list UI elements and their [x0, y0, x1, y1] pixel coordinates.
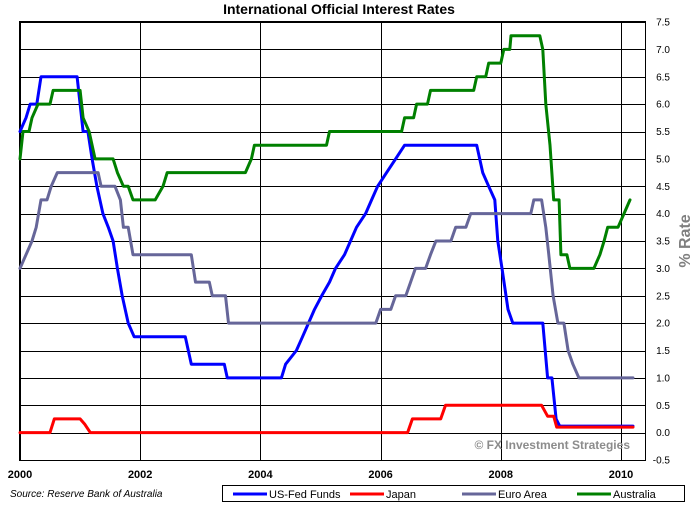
- y-tick-label: 2.0: [656, 319, 670, 330]
- series-line-us-fed-funds: [18, 75, 635, 428]
- x-tick-label: 2000: [8, 469, 32, 481]
- x-tick-label: 2008: [489, 469, 513, 481]
- legend-label: Euro Area: [498, 489, 548, 501]
- x-tick-labels: 2000 2002 2004 2006 2008 2010: [8, 469, 633, 481]
- chart-title: International Official Interest Rates: [223, 1, 455, 17]
- legend-label: US-Fed Funds: [269, 489, 341, 501]
- y-tick-labels: -0.5 0.0 0.5 1.0 1.5 2.0 2.5 3.0 3.5 4.0 4.5 5.0 5.5…: [653, 18, 671, 467]
- series-line-australia: [18, 34, 632, 270]
- legend-label: Australia: [613, 489, 657, 501]
- y-tick-label: 5.5: [656, 127, 670, 138]
- y-tick-label: 1.5: [656, 346, 670, 357]
- y-tick-label: -0.5: [653, 456, 671, 467]
- y-tick-label: 0.0: [656, 428, 670, 439]
- y-tick-label: 1.0: [656, 373, 670, 384]
- x-tick-label: 2002: [128, 469, 152, 481]
- x-tick-label: 2010: [609, 469, 633, 481]
- legend-label: Japan: [386, 489, 416, 501]
- x-tick-label: 2004: [248, 469, 273, 481]
- series-lines: [18, 34, 635, 435]
- y-tick-label: 6.5: [656, 72, 670, 83]
- y-tick-label: 3.5: [656, 237, 670, 248]
- y-tick-label: 6.0: [656, 100, 670, 111]
- plot-frame: [19, 21, 646, 461]
- y-tick-label: 7.5: [656, 18, 670, 29]
- y-tick-label: 4.5: [656, 182, 670, 193]
- y-tick-label: 3.0: [656, 264, 670, 275]
- y-tick-label: 5.0: [656, 154, 670, 165]
- y-tick-label: 2.5: [656, 291, 670, 302]
- legend-items: US-Fed Funds Japan Euro Area Australia: [233, 489, 657, 501]
- y-tick-label: 7.0: [656, 45, 670, 56]
- series-line-euro-area: [18, 171, 635, 380]
- series-line-japan: [18, 403, 635, 435]
- x-tick-label: 2006: [368, 469, 392, 481]
- y-tick-label: 0.5: [656, 401, 670, 412]
- y-tick-label: 4.0: [656, 209, 670, 220]
- source-note: Source: Reserve Bank of Australia: [10, 489, 163, 500]
- watermark: © FX Investment Strategies: [474, 438, 630, 452]
- y-axis-label: % Rate: [677, 214, 694, 267]
- legend: [222, 485, 685, 502]
